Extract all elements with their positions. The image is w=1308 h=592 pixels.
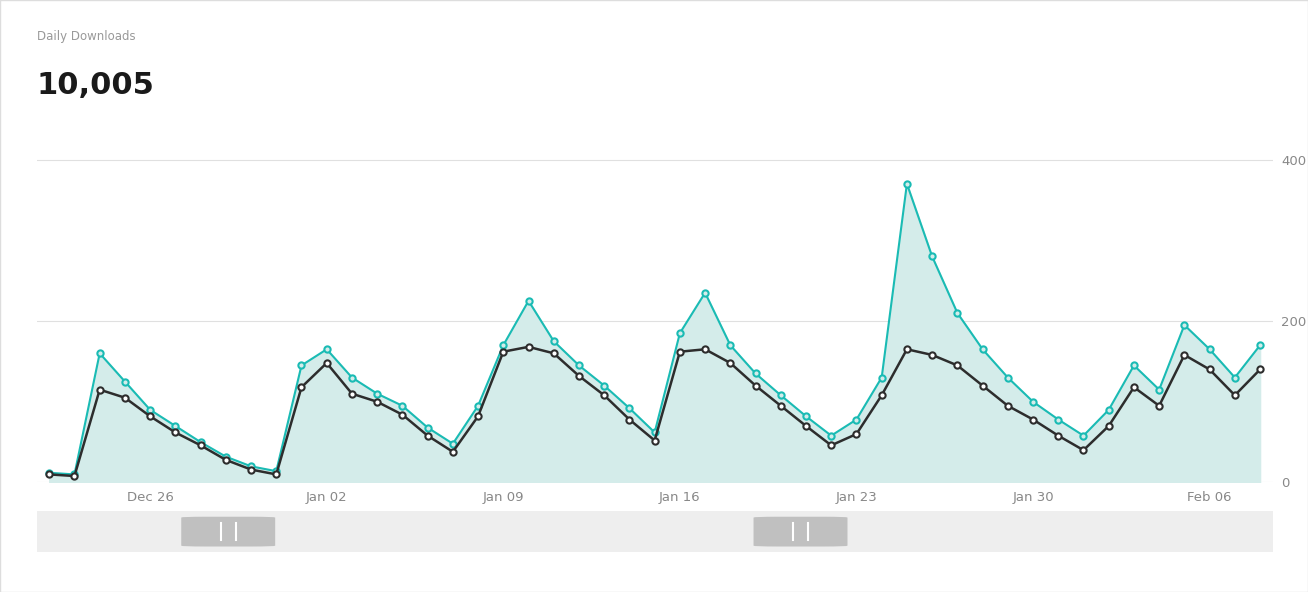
FancyBboxPatch shape: [182, 517, 275, 546]
Text: 10,005: 10,005: [37, 71, 154, 100]
FancyBboxPatch shape: [753, 517, 848, 546]
Text: Daily Downloads: Daily Downloads: [37, 30, 135, 43]
